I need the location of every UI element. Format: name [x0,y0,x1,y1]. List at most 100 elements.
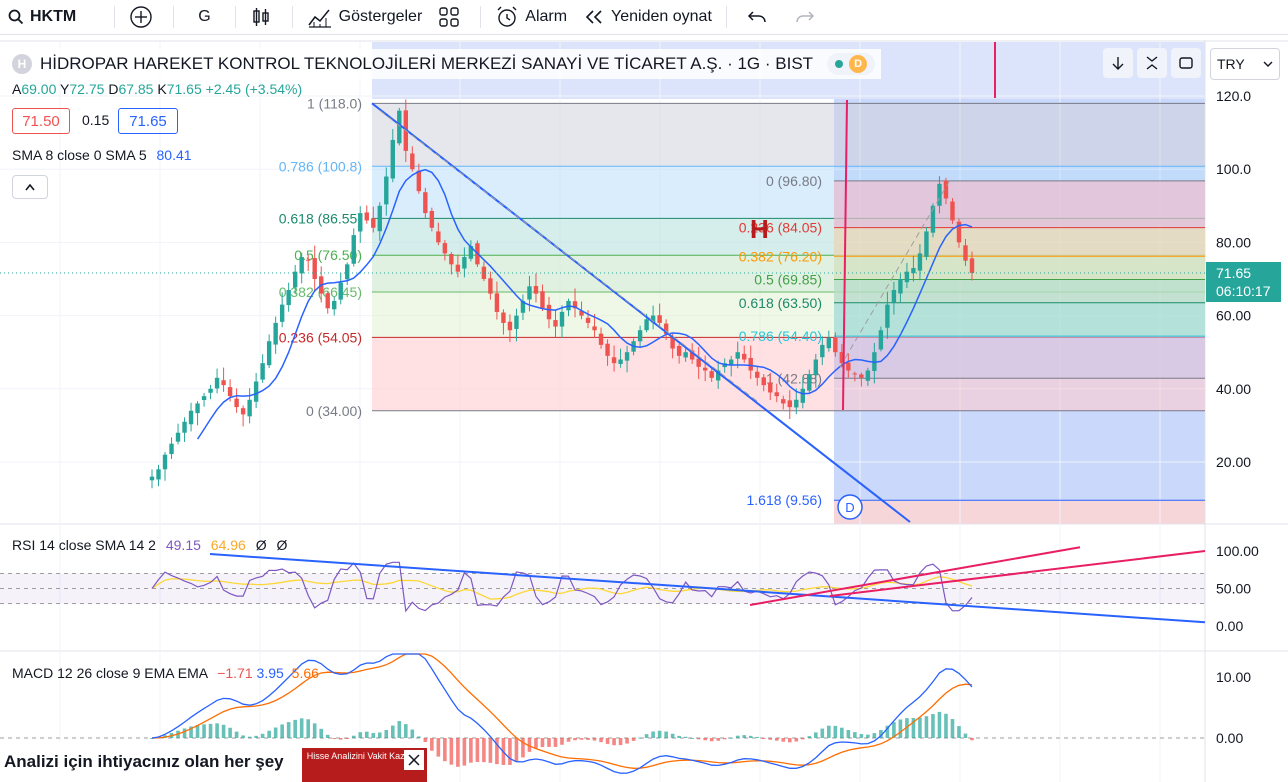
collapse-legend-button[interactable] [12,175,48,199]
close-icon [408,754,420,766]
candle-body [800,388,805,403]
sma-value: 80.41 [156,147,192,163]
candle-body [663,323,669,334]
candle-body [761,377,766,386]
price-tick-label: 80.00 [1216,234,1251,250]
macd-histogram-bar [638,737,642,739]
macd-histogram-bar [534,738,538,749]
macd-histogram-bar [898,719,903,738]
candle-body [553,320,558,327]
collapse-pane-button[interactable] [1137,48,1167,78]
candle-body [911,268,916,274]
macd-histogram-bar [859,734,864,738]
candles-icon [252,8,269,26]
candle-body [878,330,884,350]
macd-histogram-bar [853,732,857,738]
symbol-label: HKTM [30,8,77,25]
macd-histogram-bar [729,737,734,739]
scroll-down-button[interactable] [1103,48,1133,78]
macd-histogram-bar [215,723,219,738]
candle-body [527,286,532,300]
macd-histogram-bar [625,738,629,744]
symbol-search[interactable]: HKTM [0,0,84,34]
candle-body [683,352,688,358]
interval-button[interactable]: G [180,0,228,34]
delayed-badge: D [849,55,868,73]
macd-histogram-bar [462,738,467,766]
macd-signal-value: 5.66 [291,665,319,681]
rsi-sma-value: 64.96 [210,537,246,553]
fib-left-label: 0.786 (100.8) [279,158,362,174]
layouts-button[interactable] [430,0,474,34]
high-value: 72.75 [69,81,105,97]
fib-retracements[interactable]: 1 (118.0) 0.786 (100.8) 0.618 (86.55) 0.5 (… [279,95,1205,508]
rsi-legend[interactable]: RSI 14 close SMA 14 2 49.15 64.96 Ø Ø [12,537,287,553]
candle-body [696,358,701,367]
compare-button[interactable] [121,0,167,34]
macd-histogram-bar [273,727,278,738]
macd-histogram-bar [221,724,226,738]
market-status-badge[interactable]: D [827,53,876,75]
macd-histogram-bar [241,735,245,738]
candle-body [956,221,962,243]
macd-pane: 10.00 0.00 [0,653,1251,774]
macd-histogram-bar [833,725,838,738]
candle-body [305,259,311,261]
buy-button[interactable]: 71.65 [118,108,178,134]
candle-body [208,388,213,393]
macd-legend[interactable]: MACD 12 26 close 9 EMA EMA −1.71 3.95 5.… [12,665,319,681]
macd-histogram-bar [944,713,948,738]
candle-body [175,432,181,442]
candle-body [579,310,584,316]
candle-body [436,231,441,243]
candle-body [507,321,513,331]
chart-type-button[interactable] [242,0,286,34]
macd-histogram-bar [423,738,428,744]
candle-body [234,398,239,408]
symbol-header[interactable]: H HİDROPAR HAREKET KONTROL TEKNOLOJİLERİ… [12,49,882,79]
macd-histogram-bar [182,728,187,738]
candle-body [937,183,942,206]
macd-histogram-bar [430,738,434,751]
trend-drawings[interactable]: HD [371,42,996,523]
currency-select[interactable]: TRY [1210,48,1280,80]
candle-body [449,254,454,265]
macd-histogram-bar [879,730,883,738]
macd-histogram-bar [586,738,590,740]
ad-banner[interactable]: Analizi için ihtiyacınız olan her şey Hi… [0,742,430,782]
macd-histogram-bar [260,733,265,738]
macd-histogram-bar [267,730,271,738]
macd-histogram-bar [735,735,740,738]
candle-body [592,326,597,331]
indicators-button[interactable]: Göstergeler [299,0,431,34]
candle-body [859,374,864,378]
sma-legend[interactable]: SMA 8 close 0 SMA 5 80.41 [12,147,192,163]
rsi-line [151,561,973,613]
candle-body [201,396,207,401]
sell-button[interactable]: 71.50 [12,108,70,134]
price-axis[interactable]: 120.0 100.0 80.00 60.00 40.00 20.00 [1216,88,1251,470]
candle-body [162,454,168,470]
redo-button[interactable] [787,0,829,34]
macd-histogram-bar [846,729,851,738]
candle-body [676,345,682,356]
grid-icon [439,7,459,27]
candle-body [865,370,871,381]
candle-body [514,315,519,329]
candle-body [299,257,304,274]
macd-tick-label: 0.00 [1216,730,1243,746]
undo-button[interactable] [733,0,787,34]
replay-button[interactable]: Yeniden oynat [575,0,720,34]
candle-body [950,201,955,221]
candle-body [442,243,448,254]
candle-body [188,410,194,425]
ad-close-button[interactable] [404,750,424,770]
candle-body [839,352,845,364]
maximize-pane-button[interactable] [1171,48,1201,78]
candle-body [149,476,155,481]
macd-histogram-bar [950,719,955,738]
alarm-button[interactable]: Alarm [487,0,575,34]
macd-histogram-bar [579,738,584,740]
macd-histogram-bar [794,738,799,742]
macd-histogram-bar [508,738,512,765]
